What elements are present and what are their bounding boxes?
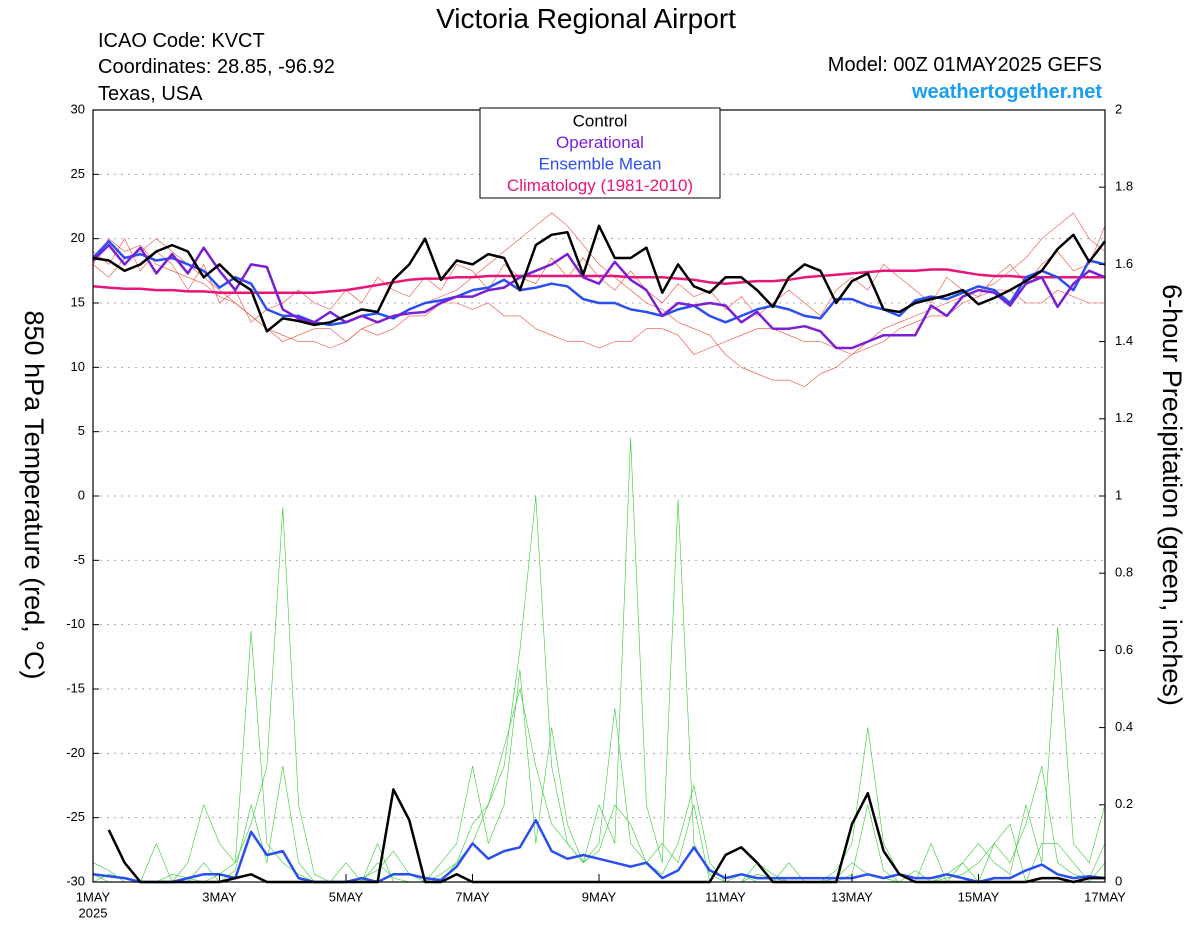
y-tick-label: 20 (71, 230, 85, 245)
y-tick-label: -15 (66, 680, 85, 695)
y2-tick-label: 1.2 (1115, 410, 1133, 425)
site-name: weathertogether.net (911, 81, 1102, 103)
chart-title: Victoria Regional Airport (436, 3, 736, 34)
y-axis-label: 850 hPa Temperature (red, °C) (19, 311, 49, 680)
member-line (92, 238, 1105, 355)
member-line (92, 437, 1106, 883)
legend-box (479, 107, 721, 199)
y2-tick-label: 0.6 (1115, 642, 1133, 657)
model-info: Model: 00Z 01MAY2025 GEFS (828, 54, 1102, 76)
y-tick-label: -10 (66, 616, 85, 631)
legend-entry: Ensemble Mean (539, 154, 662, 173)
y-tick-label: 25 (71, 166, 85, 181)
year-label: 2025 (79, 905, 108, 920)
y-tick-label: -5 (73, 552, 85, 567)
member-line (92, 818, 1106, 884)
x-tick-label: 9MAY (582, 889, 617, 904)
x-tick-label: 15MAY (958, 889, 1000, 904)
y-tick-label: 5 (78, 423, 85, 438)
y-tick-label: -20 (66, 745, 85, 760)
x-tick-label: 13MAY (831, 889, 873, 904)
y-tick-label: 10 (71, 359, 85, 374)
x-tick-label: 1MAY (76, 889, 111, 904)
member-line (92, 669, 1106, 883)
x-tick-label: 3MAY (202, 889, 237, 904)
member-line (92, 225, 1106, 323)
series-line (92, 243, 1106, 350)
y2-tick-label: 0.2 (1115, 796, 1133, 811)
x-tick-label: 17MAY (1084, 889, 1126, 904)
y2-tick-label: 1.6 (1115, 256, 1133, 271)
x-tick-label: 5MAY (329, 889, 364, 904)
plot-area (92, 212, 1106, 884)
legend-entry: Control (573, 111, 628, 130)
info-line: ICAO Code: KVCT (98, 30, 265, 52)
y2-tick-label: 1.4 (1115, 333, 1133, 348)
legend-entry: Climatology (1981-2010) (507, 176, 693, 195)
y2-tick-label: 0 (1115, 873, 1122, 888)
y2-tick-label: 0.4 (1115, 719, 1133, 734)
series-line (92, 268, 1105, 294)
y-tick-label: -25 (66, 809, 85, 824)
legend-entry: Operational (556, 133, 644, 152)
x-tick-label: 7MAY (455, 889, 490, 904)
y2-tick-label: 1.8 (1115, 179, 1133, 194)
info-line: Texas, USA (98, 83, 203, 105)
info-line: Coordinates: 28.85, -96.92 (98, 56, 335, 78)
y-tick-label: 0 (78, 487, 85, 502)
y-tick-label: 15 (71, 294, 85, 309)
legend: Control Operational Ensemble Mean Climatolo… (479, 107, 721, 199)
member-line (92, 507, 1106, 883)
x-tick-label: 11MAY (705, 889, 746, 904)
y-tick-label: -30 (66, 873, 85, 888)
y2-tick-label: 2 (1115, 101, 1122, 116)
series-line (92, 224, 1106, 333)
y2-tick-label: 0.8 (1115, 565, 1133, 580)
y2-tick-label: 1 (1115, 487, 1122, 502)
y-tick-label: 30 (71, 101, 85, 116)
y2-axis-label: 6-hour Precipitation (green, inches) (1157, 284, 1187, 706)
